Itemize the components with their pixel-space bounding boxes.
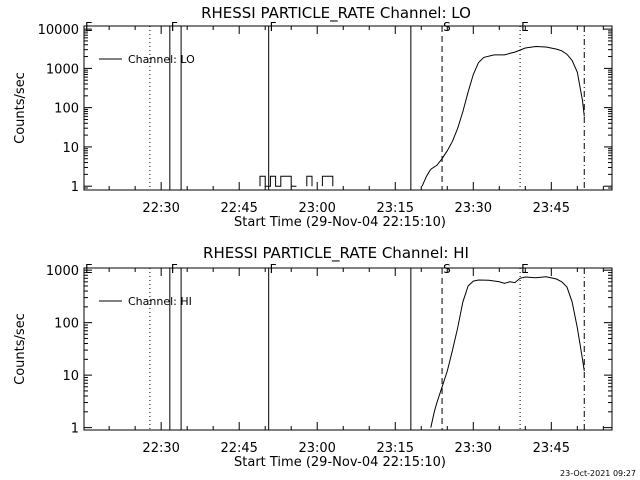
y-tick-label: 1 [71,422,79,437]
series-line [259,175,297,187]
data-series [430,276,585,428]
legend-label: Channel: HI [128,295,192,308]
x-tick-label: 22:45 [220,441,257,456]
y-axis: 1 10 100 1000 [46,264,612,437]
legend-label: Channel: LO [128,53,195,66]
x-tick-label: 22:30 [142,441,179,456]
y-tick-label: 1 [71,180,79,195]
data-series [259,45,585,187]
x-tick-label: 23:30 [455,201,492,216]
y-axis-label: Counts/sec [13,72,28,144]
event-marker-label: F [270,262,277,276]
y-axis: 1 10 100 1000 10000 [38,23,612,195]
chart-panel-1: RHESSI PARTICLE_RATE Channel: LO 1 10 100 10… [13,4,613,230]
chart-title: RHESSI PARTICLE_RATE Channel: HI [203,244,469,263]
series-line [421,45,585,187]
event-lines [149,268,585,430]
x-tick-label: 23:45 [533,201,570,216]
event-marker-label: S [443,262,451,276]
plot-frame [83,25,613,191]
plot-frame [83,267,613,431]
y-axis-label: Counts/sec [13,313,28,385]
y-tick-label: 1000 [46,62,79,77]
chart-panel-2: RHESSI PARTICLE_RATE Channel: HI 1 10 100 10… [13,244,613,470]
x-axis: 22:30 22:45 23:00 23:15 23:30 23:45 [108,26,604,216]
x-tick-label: 23:30 [455,441,492,456]
x-tick-label: 23:45 [533,441,570,456]
chart-title: RHESSI PARTICLE_RATE Channel: LO [201,4,471,23]
footer-timestamp: 23-Oct-2021 09:27 [560,469,636,478]
y-tick-label: 10 [62,141,79,156]
event-lines [149,26,585,190]
legend: Channel: LO [99,53,195,66]
event-marker-label: F [171,20,178,34]
event-marker-label: S [443,20,451,34]
event-marker-label: E [85,20,93,34]
y-tick-label: 10000 [38,23,79,38]
legend: Channel: HI [99,295,192,308]
event-marker-label: F [171,262,178,276]
series-line [306,175,313,187]
event-marker-label: F [270,20,277,34]
x-axis: 22:30 22:45 23:00 23:15 23:30 23:45 [108,268,604,456]
event-marker-label: E [85,262,93,276]
y-tick-label: 100 [54,317,79,332]
x-tick-label: 22:45 [220,201,257,216]
event-marker-label: E [521,262,529,276]
x-axis-label: Start Time (29-Nov-04 22:15:10) [234,455,446,470]
series-line [321,175,334,187]
x-axis-label: Start Time (29-Nov-04 22:15:10) [234,215,446,230]
x-tick-label: 22:30 [142,201,179,216]
x-tick-label: 23:15 [377,441,414,456]
x-tick-label: 23:00 [298,441,335,456]
event-marker-label: E [521,20,529,34]
y-tick-label: 10 [62,369,79,384]
x-tick-label: 23:15 [377,201,414,216]
y-tick-label: 100 [54,102,79,117]
x-tick-label: 23:00 [298,201,335,216]
series-line [430,276,585,428]
y-tick-label: 1000 [46,264,79,279]
